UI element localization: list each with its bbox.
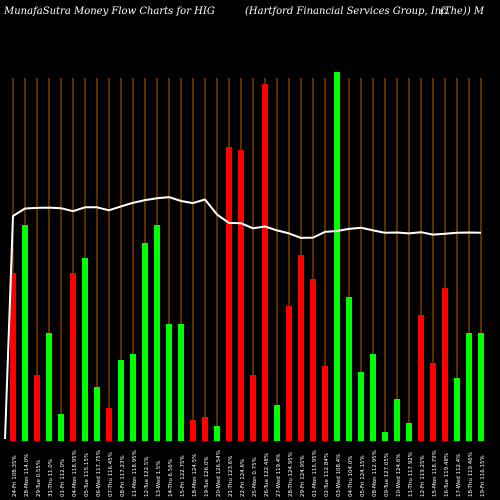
chart-title-middle: (Hartford Financial Services Group, Inc.: [245, 6, 450, 17]
money-flow-bar: [454, 378, 460, 441]
price-line: [4, 196, 482, 440]
money-flow-bar: [70, 273, 76, 441]
price-line-layer: [4, 196, 482, 440]
money-flow-bar: [190, 420, 196, 441]
x-tick-label: 02-Tue 112.84%: [324, 453, 330, 497]
x-axis-labels: 24-Fri 108.35% 28-Mon 114.0% 29-Tue 0.55% 3…: [12, 450, 486, 497]
money-flow-bar: [334, 72, 340, 441]
money-flow-bar: [286, 306, 292, 441]
x-tick-label: 12-Fri 119.25%: [420, 455, 426, 497]
x-tick-label: 10-Wed 124.6%: [396, 454, 402, 497]
x-tick-label: 05-Tue 115.15%: [84, 453, 90, 497]
x-tick-label: 22-Fri 124.6%: [240, 459, 246, 497]
money-flow-bar: [130, 354, 136, 441]
money-flow-bar: [382, 432, 388, 441]
x-tick-label: 11-Mon 118.95%: [132, 450, 138, 497]
money-flow-bar: [118, 360, 124, 441]
money-flow-bar: [10, 273, 16, 441]
x-tick-label: 15-Mon 118.79%: [432, 450, 438, 497]
money-flow-bar: [250, 375, 256, 441]
money-flow-bar: [238, 150, 244, 441]
x-tick-label: 01-Mon 115.95%: [312, 450, 318, 497]
x-tick-label: 28-Thu 124.95%: [288, 452, 294, 497]
x-tick-label: 12-Tue 122.5%: [144, 456, 150, 497]
x-tick-label: 15-Fri 122.75%: [180, 455, 186, 497]
x-tick-label: 08-Mon 112.95%: [372, 450, 378, 497]
money-flow-bar: [22, 225, 28, 441]
money-flow-bar: [154, 225, 160, 441]
money-flow-bar: [442, 288, 448, 441]
x-tick-label: 21-Thu 123.6%: [228, 455, 234, 497]
money-flow-bar: [346, 297, 352, 441]
x-tick-label: 20-Wed 126.54%: [216, 450, 222, 497]
chart-title-left: MunafaSutra Money Flow Charts for HIG: [4, 6, 215, 17]
money-flow-bar: [322, 366, 328, 441]
x-tick-label: 26-Tue 122.48%: [264, 453, 270, 497]
money-flow-bar: [142, 243, 148, 441]
x-tick-label: 19-Fri 116.15%: [480, 455, 486, 497]
x-tick-label: 04-Thu 104.0%: [348, 455, 354, 497]
money-flow-bar: [46, 333, 52, 441]
chart-title-right: (The)) M: [440, 6, 485, 17]
x-tick-label: 27-Wed 119.4%: [276, 454, 282, 497]
x-tick-label: 08-Fri 117.23%: [120, 455, 126, 497]
x-tick-label: 29-Tue 0.55%: [36, 460, 42, 497]
money-flow-bar: [418, 315, 424, 441]
money-flow-bar: [106, 408, 112, 441]
x-tick-label: 18-Thu 119.46%: [468, 452, 474, 497]
x-tick-label: 18-Mon 124.5%: [192, 454, 198, 497]
money-flow-bar: [298, 255, 304, 441]
x-tick-label: 01-Fri 112.0%: [60, 459, 66, 497]
money-flow-bar: [430, 363, 436, 441]
money-flow-bar: [274, 405, 280, 441]
x-tick-label: 14-Thu 6.56%: [168, 459, 174, 497]
x-tick-label: 25-Mon 0.75%: [252, 457, 258, 497]
x-tick-label: 19-Tue 126.0%: [204, 456, 210, 497]
money-flow-bar: [466, 333, 472, 441]
money-flow-bar: [478, 333, 484, 441]
money-flow-bar: [358, 372, 364, 441]
money-flow-bar: [166, 324, 172, 441]
x-tick-label: 03-Wed 108.4%: [336, 454, 342, 497]
x-tick-label: 29-Fri 124.95%: [300, 455, 306, 497]
x-tick-label: 11-Thu 117.92%: [408, 452, 414, 497]
x-tick-label: 28-Mon 114.0%: [24, 454, 30, 497]
money-flow-bar: [178, 324, 184, 441]
x-tick-label: 16-Tue 119.48%: [444, 453, 450, 497]
money-flow-bar: [262, 84, 268, 441]
x-tick-label: 17-Wed 112.4%: [456, 454, 462, 497]
money-flow-bar: [406, 423, 412, 441]
money-flow-bar: [202, 417, 208, 441]
money-flow-bar: [226, 147, 232, 441]
money-flow-bar: [34, 375, 40, 441]
x-tick-label: 13-Wed 1.5%: [156, 461, 162, 497]
money-flow-bars: [10, 72, 484, 441]
x-tick-label: 07-Thu 116.45%: [108, 452, 114, 497]
money-flow-bar: [94, 387, 100, 441]
x-tick-label: 24-Fri 108.35%: [12, 455, 18, 497]
x-tick-label: 31-Thu 11.0%: [48, 459, 54, 497]
money-flow-bar: [310, 279, 316, 441]
x-tick-label: 05-Fri 124.15%: [360, 455, 366, 497]
money-flow-bar: [370, 354, 376, 441]
money-flow-bar: [58, 414, 64, 441]
money-flow-bar: [82, 258, 88, 441]
x-tick-label: 09-Tue 127.05%: [384, 453, 390, 497]
money-flow-bar: [214, 426, 220, 441]
x-tick-label: 06-Wed 117.75%: [96, 450, 102, 497]
x-tick-label: 04-Mon 118.95%: [72, 450, 78, 497]
money-flow-bar: [394, 399, 400, 441]
